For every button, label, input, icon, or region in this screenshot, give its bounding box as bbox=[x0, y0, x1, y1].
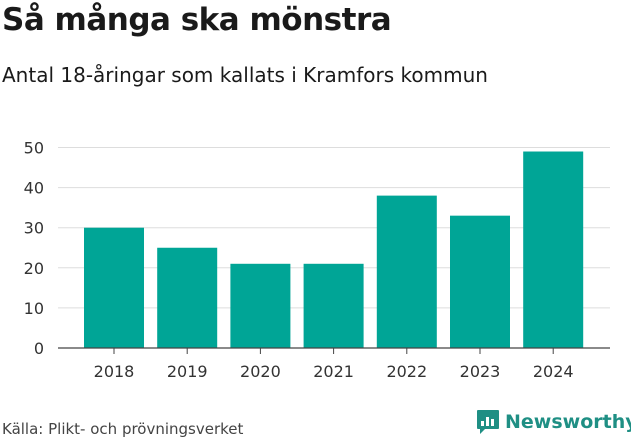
chart-subtitle: Antal 18-åringar som kallats i Kramfors … bbox=[2, 63, 488, 87]
bar-2021 bbox=[303, 263, 364, 348]
y-tick-label: 20 bbox=[24, 259, 44, 278]
x-tick-label: 2018 bbox=[94, 362, 135, 381]
chart-title: Så många ska mönstra bbox=[2, 2, 392, 38]
bar-2024 bbox=[523, 151, 584, 348]
x-tick-labels: 2018 2019 2020 2021 2022 2023 2024 bbox=[94, 348, 574, 381]
bar-2020 bbox=[230, 263, 291, 348]
bar-2019 bbox=[157, 247, 218, 348]
bars bbox=[84, 151, 584, 348]
x-tick-label: 2020 bbox=[240, 362, 281, 381]
x-tick-label: 2021 bbox=[313, 362, 354, 381]
y-tick-label: 50 bbox=[24, 139, 44, 158]
x-tick-label: 2019 bbox=[167, 362, 208, 381]
newsworthy-logo: Newsworthy bbox=[476, 409, 631, 435]
x-tick-label: 2022 bbox=[386, 362, 427, 381]
bar-chart: 0 10 20 30 40 50 2018 2019 2020 2021 2022 2023 2024 bbox=[24, 139, 610, 381]
source-note: Källa: Plikt- och prövningsverket bbox=[2, 420, 244, 438]
x-tick-label: 2024 bbox=[533, 362, 574, 381]
x-tick-label: 2023 bbox=[460, 362, 501, 381]
brand-name: Newsworthy bbox=[505, 411, 631, 433]
bar-2018 bbox=[84, 227, 144, 348]
y-tick-labels: 0 10 20 30 40 50 bbox=[24, 139, 44, 359]
y-tick-label: 30 bbox=[24, 219, 44, 238]
y-tick-label: 40 bbox=[24, 179, 44, 198]
y-tick-label: 10 bbox=[24, 299, 44, 318]
y-tick-label: 0 bbox=[34, 339, 44, 358]
bar-2023 bbox=[450, 215, 510, 348]
newsworthy-logo-icon bbox=[477, 410, 499, 434]
bar-2022 bbox=[376, 195, 437, 348]
